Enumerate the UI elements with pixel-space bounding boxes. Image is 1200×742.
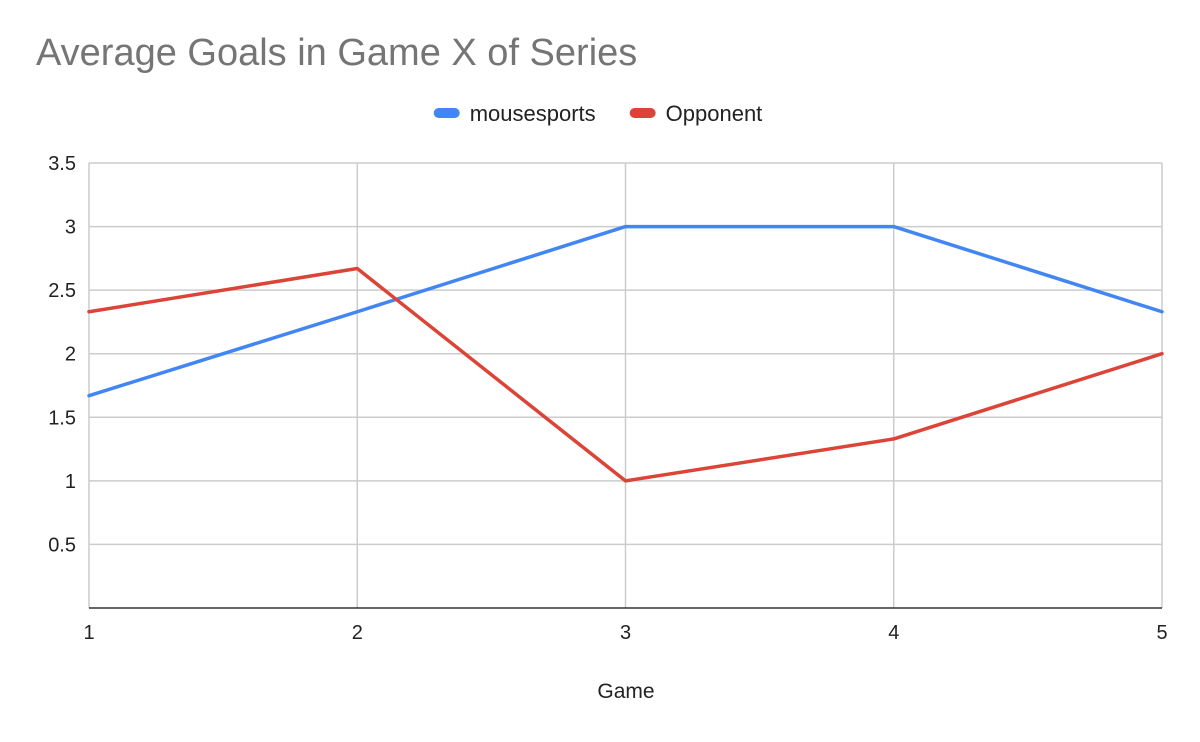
y-tick-label: 3.5 [48, 153, 76, 175]
legend-item-opponent[interactable]: Opponent [629, 101, 763, 126]
legend-swatch [433, 108, 460, 118]
y-tick-label: 0.5 [48, 534, 76, 556]
legend-swatch [629, 108, 656, 118]
y-tick-label: 2 [65, 344, 76, 366]
grid [88, 162, 1163, 609]
x-tick-label: 3 [620, 622, 631, 644]
y-axis: 0.5 1 1.5 2 2.5 3 3.5 [48, 153, 76, 556]
x-tick-label: 1 [83, 622, 94, 644]
y-tick-label: 1 [65, 471, 76, 493]
series-line-mousesports [87, 224, 1164, 398]
y-tick-label: 2.5 [48, 280, 76, 302]
x-tick-label: 2 [352, 622, 363, 644]
y-tick-label: 1.5 [48, 407, 76, 429]
chart-title: Average Goals in Game X of Series [36, 32, 638, 74]
x-tick-label: 5 [1156, 622, 1167, 644]
x-axis: 1 2 3 4 5 [83, 622, 1167, 644]
y-tick-label: 3 [65, 217, 76, 239]
legend: mousesports Opponent [433, 101, 763, 126]
legend-label: mousesports [470, 101, 596, 126]
series-lines [87, 224, 1164, 483]
x-axis-title: Game [597, 680, 654, 703]
series-line-opponent [87, 266, 1164, 483]
x-tick-label: 4 [888, 622, 899, 644]
legend-label: Opponent [666, 101, 763, 126]
legend-item-mousesports[interactable]: mousesports [433, 101, 596, 126]
